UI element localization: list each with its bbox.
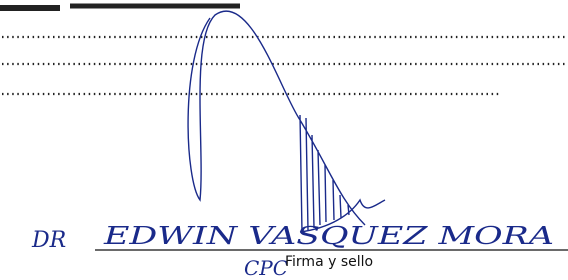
document-fragment: DR EDWIN VASQUEZ MORA CPC Firma y sello: [0, 0, 568, 280]
handwritten-prefix: DR: [31, 228, 66, 253]
handwritten-suffix: CPC: [244, 256, 288, 280]
signature-scribble: [188, 11, 385, 232]
handwritten-name: EDWIN VASQUEZ MORA: [103, 222, 554, 250]
page: {"signature_block": {"handwritten_prefix…: [0, 0, 568, 280]
signature-caption: Firma y sello: [285, 254, 373, 270]
